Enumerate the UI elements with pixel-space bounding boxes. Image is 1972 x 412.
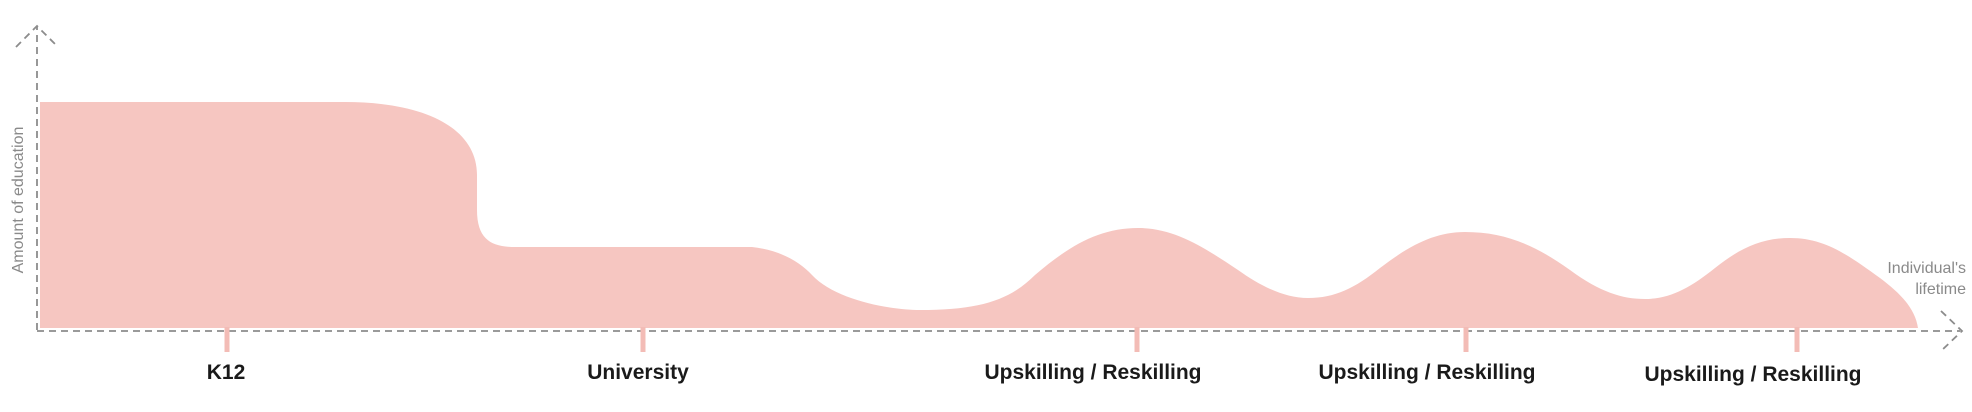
y-axis-label: Amount of education bbox=[10, 127, 27, 274]
education-area bbox=[40, 102, 1918, 328]
x-axis-label-line1: Individual's bbox=[1887, 260, 1966, 277]
x-axis-label-line2: lifetime bbox=[1915, 281, 1966, 298]
stage-label-upskilling-3: Upskilling / Reskilling bbox=[1644, 363, 1861, 386]
y-axis-arrowhead bbox=[15, 24, 59, 48]
stage-label-upskilling-2: Upskilling / Reskilling bbox=[1318, 361, 1535, 384]
x-axis-arrowhead bbox=[1940, 310, 1964, 352]
stage-label-upskilling-1: Upskilling / Reskilling bbox=[984, 361, 1201, 384]
stage-label-university: University bbox=[587, 361, 689, 384]
stage-label-k12: K12 bbox=[207, 361, 246, 384]
